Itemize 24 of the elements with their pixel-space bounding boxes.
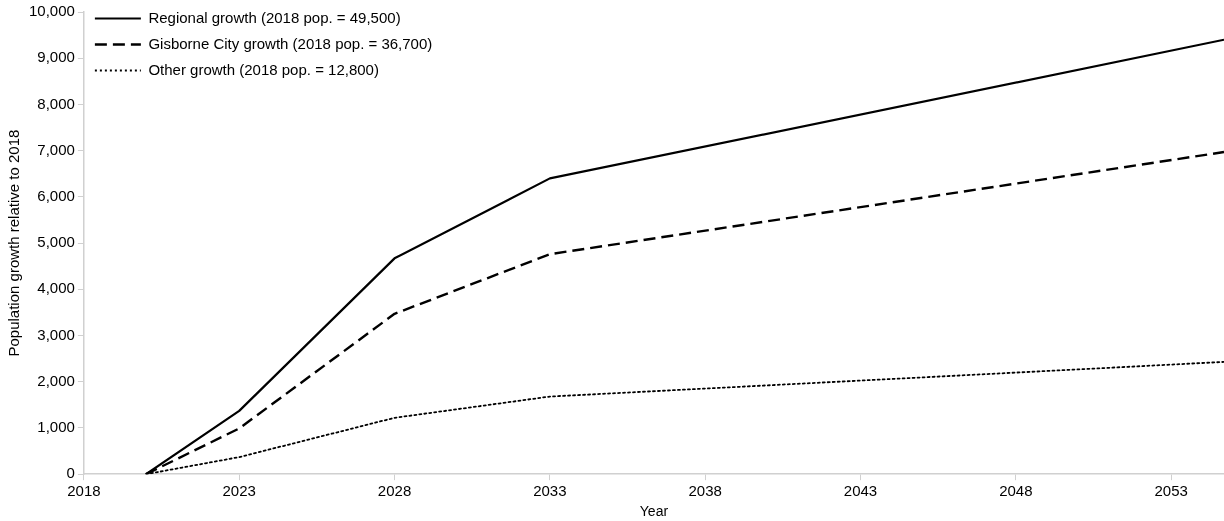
y-tick-label: 1,000 [37, 418, 75, 436]
y-tick-label: 7,000 [37, 140, 75, 158]
x-tick-label: 2028 [377, 482, 412, 500]
legend-label: Gisborne City growth (2018 pop. = 36,700) [148, 34, 433, 52]
y-tick-label: 3,000 [37, 325, 75, 343]
y-tick-label: 4,000 [37, 279, 75, 297]
x-tick-label: 2033 [533, 482, 567, 500]
y-tick-label: 0 [66, 464, 75, 482]
y-tick-label: 9,000 [37, 48, 75, 66]
x-tick-label: 2043 [843, 482, 878, 500]
legend-label: Regional growth (2018 pop. = 49,500) [148, 8, 401, 26]
y-tick-label: 8,000 [37, 94, 75, 112]
y-tick-label: 6,000 [37, 187, 75, 205]
x-axis-title: Year [639, 503, 669, 520]
y-tick-label: 5,000 [37, 233, 75, 251]
y-tick-label: 10,000 [28, 2, 75, 20]
x-tick-label: 2018 [67, 482, 101, 500]
x-tick-label: 2053 [1154, 482, 1188, 500]
legend-label: Other growth (2018 pop. = 12,800) [148, 60, 379, 78]
x-tick-label: 2048 [999, 482, 1033, 500]
y-tick-label: 2,000 [37, 371, 75, 389]
y-axis-title: Population growth relative to 2018 [5, 129, 23, 357]
x-tick-label: 2023 [222, 482, 256, 500]
x-tick-label: 2038 [688, 482, 722, 500]
